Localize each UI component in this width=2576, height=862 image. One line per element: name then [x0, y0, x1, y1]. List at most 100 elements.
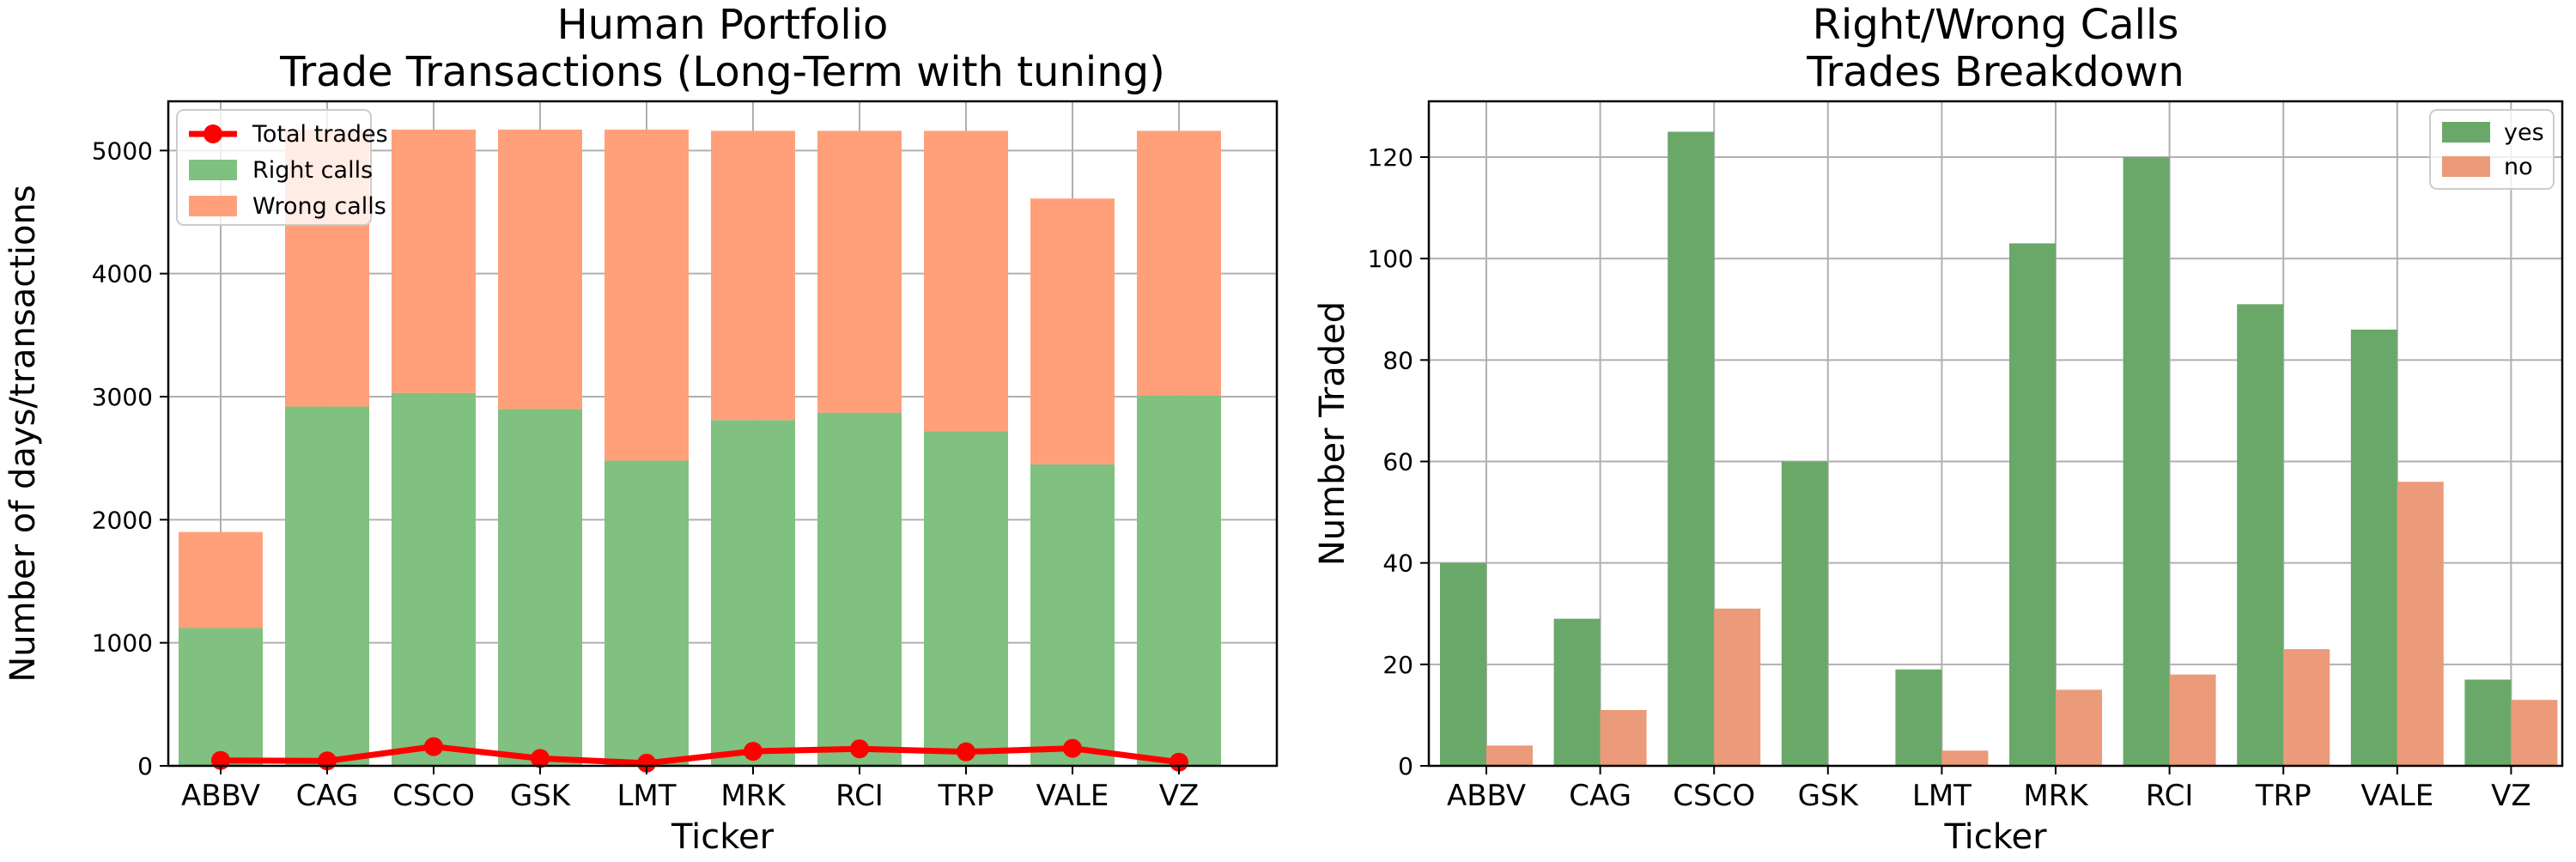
- x-tick-label: VALE: [2360, 779, 2433, 813]
- bar-wrong-calls: [711, 131, 795, 421]
- legend-label: Right calls: [252, 157, 373, 184]
- bar-right-calls: [498, 409, 582, 766]
- bar-yes: [2350, 329, 2397, 766]
- bar-wrong-calls: [392, 129, 476, 393]
- axes-frame: [167, 100, 1279, 768]
- y-tick-label: 3000: [92, 383, 153, 411]
- x-tick-label: VZ: [2491, 779, 2531, 813]
- x-tick-label: LMT: [617, 779, 676, 813]
- y-tick-label: 20: [1382, 651, 1413, 679]
- legend: Total trades Right calls Wrong calls: [176, 109, 388, 226]
- x-tick-label: MRK: [2023, 779, 2089, 813]
- bar-yes: [1668, 131, 1715, 766]
- chart-title: Human Portfolio Trade Transactions (Long-…: [279, 1, 1165, 96]
- y-tick-label: 5000: [92, 137, 153, 165]
- legend-swatch: [2442, 156, 2490, 177]
- bar-wrong-calls: [498, 129, 582, 410]
- x-tick-label: GSK: [510, 779, 572, 813]
- bar-right-calls: [605, 460, 689, 766]
- bar-no: [1600, 710, 1647, 766]
- bar-no: [2511, 700, 2558, 766]
- y-tick-label: 60: [1382, 447, 1413, 476]
- legend: yes no: [2429, 109, 2555, 190]
- chart-title-line: Right/Wrong Calls: [1813, 1, 2179, 49]
- bar-right-calls: [285, 406, 369, 766]
- x-tick-label: RCI: [2146, 779, 2194, 813]
- data-marks: [1440, 131, 2558, 766]
- y-tick-label: 0: [137, 752, 153, 780]
- bar-right-calls: [924, 431, 1008, 766]
- total-trades-point: [424, 737, 443, 756]
- legend-label: yes: [2504, 119, 2544, 146]
- y-tick-label: 0: [1398, 752, 1413, 780]
- bar-no: [2283, 649, 2330, 766]
- legend-swatch-marker: [204, 124, 222, 143]
- bar-yes: [2237, 304, 2284, 766]
- x-tick-label: ABBV: [1447, 779, 1526, 813]
- axes-frame: [1427, 100, 2564, 768]
- chart-title: Right/Wrong Calls Trades Breakdown: [1806, 1, 2184, 96]
- chart-title-line: Trade Transactions (Long-Term with tunin…: [279, 48, 1165, 96]
- legend-label: no: [2504, 154, 2533, 180]
- x-tick-label: RCI: [835, 779, 884, 813]
- x-tick-label: GSK: [1798, 779, 1860, 813]
- chart-1: 0 1000 2000 3000 4000 5000 ABBV CAG CSCO GSK LMT MR…: [3, 1, 1279, 857]
- total-trades-point: [1063, 738, 1082, 758]
- x-axis-label: Ticker: [1943, 817, 2047, 857]
- data-marks: [179, 129, 1221, 773]
- x-axis: ABBV CAG CSCO GSK LMT MRK RCI TRP VALE VZ: [181, 766, 1199, 813]
- bar-wrong-calls: [179, 531, 263, 628]
- chart-title-line: Trades Breakdown: [1806, 48, 2184, 96]
- legend-swatch: [189, 160, 237, 180]
- legend-label: Wrong calls: [252, 193, 386, 220]
- legend-swatch: [2442, 122, 2490, 143]
- bar-right-calls: [392, 392, 476, 766]
- x-tick-label: CSCO: [392, 779, 475, 813]
- bar-right-calls: [1137, 395, 1221, 766]
- y-axis-label: Number Traded: [1313, 301, 1352, 566]
- y-tick-label: 80: [1382, 346, 1413, 374]
- y-tick-label: 1000: [92, 629, 153, 658]
- bar-right-calls: [1030, 464, 1115, 766]
- bar-yes: [1781, 461, 1828, 766]
- y-axis-label: Number of days/transactions: [3, 185, 43, 682]
- legend-label: Total trades: [252, 121, 388, 148]
- bar-no: [1486, 745, 1533, 766]
- bar-yes: [2464, 679, 2512, 766]
- y-tick-label: 120: [1368, 143, 1413, 172]
- chart-2: 0 20 40 60 80 100 120 ABBV CAG CSCO GSK LMT MRK RCI TR…: [1313, 1, 2564, 857]
- bar-wrong-calls: [817, 131, 902, 413]
- bar-yes: [1895, 669, 1942, 766]
- bar-no: [1714, 608, 1761, 766]
- bar-wrong-calls: [1030, 198, 1115, 464]
- y-tick-label: 40: [1382, 549, 1413, 578]
- y-tick-label: 2000: [92, 506, 153, 534]
- bar-wrong-calls: [1137, 131, 1221, 396]
- bar-wrong-calls: [605, 129, 689, 461]
- x-tick-label: CAG: [1569, 779, 1631, 813]
- bar-right-calls: [711, 420, 795, 766]
- bar-yes: [1440, 562, 1486, 766]
- bar-no: [2169, 674, 2216, 766]
- y-axis: 0 1000 2000 3000 4000 5000: [92, 137, 168, 780]
- x-tick-label: CAG: [296, 779, 359, 813]
- total-trades-point: [957, 742, 975, 762]
- bar-yes: [2009, 243, 2056, 766]
- x-axis-label: Ticker: [671, 817, 775, 857]
- bar-wrong-calls: [924, 131, 1008, 432]
- legend-swatch: [189, 196, 237, 216]
- bar-no: [2397, 482, 2444, 766]
- total-trades-point: [531, 749, 550, 768]
- bar-no: [1941, 750, 1989, 766]
- y-tick-label: 4000: [92, 260, 153, 288]
- total-trades-line: [220, 744, 1180, 767]
- total-trades-point: [850, 739, 869, 759]
- bar-right-calls: [817, 412, 902, 766]
- bar-no: [2056, 689, 2102, 766]
- x-tick-label: VZ: [1159, 779, 1200, 813]
- y-axis: 0 20 40 60 80 100 120: [1368, 143, 1429, 780]
- y-tick-label: 100: [1368, 245, 1413, 273]
- x-tick-label: VALE: [1036, 779, 1109, 813]
